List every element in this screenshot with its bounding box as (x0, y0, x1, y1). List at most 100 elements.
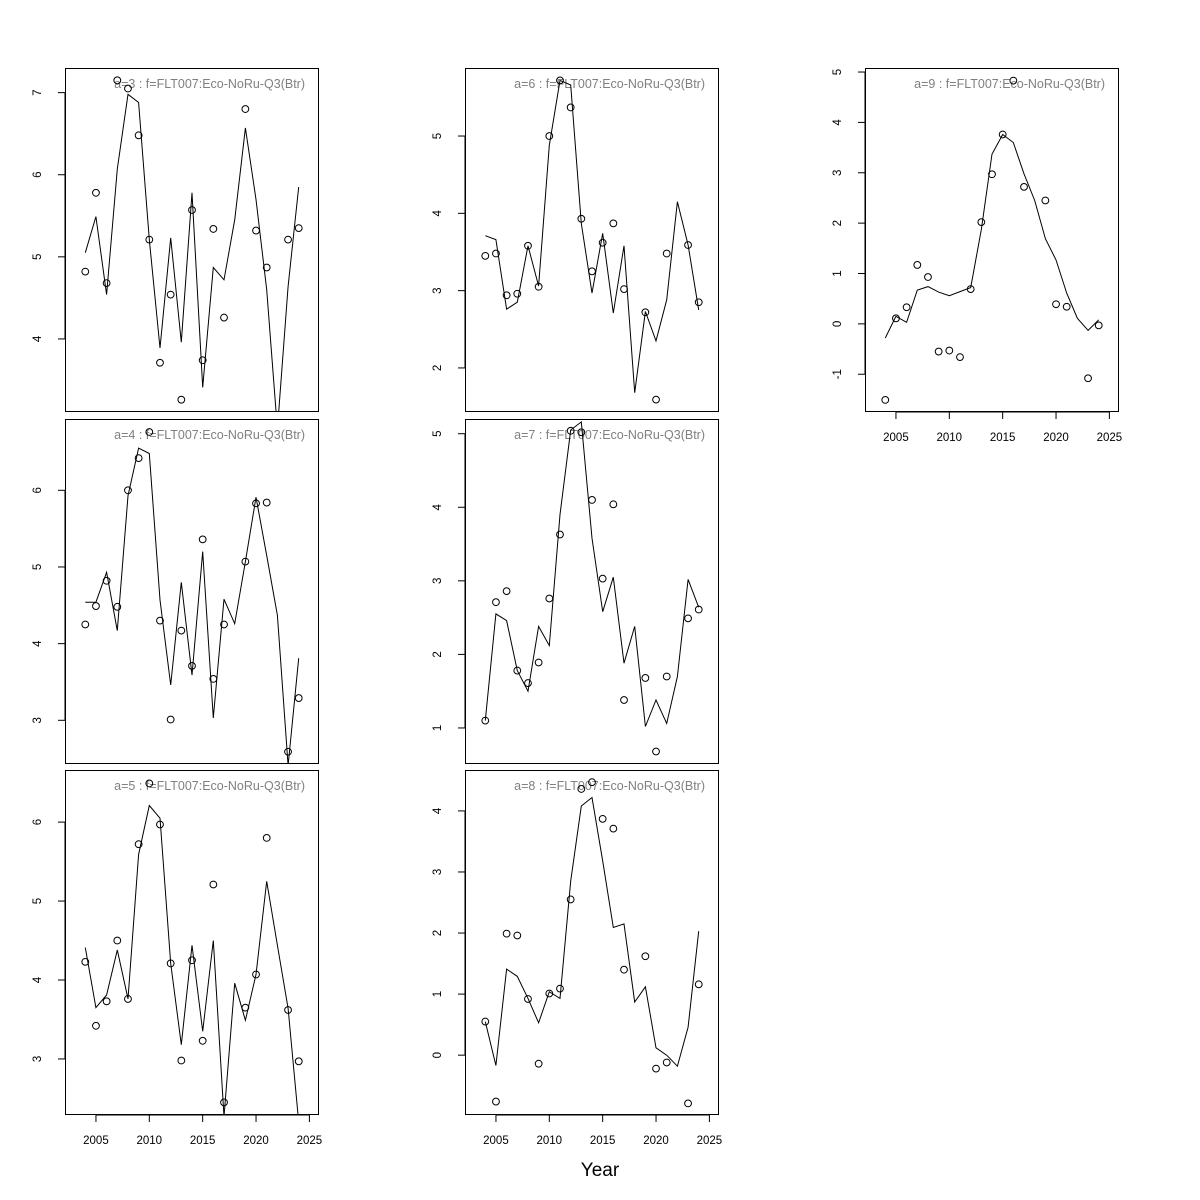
observed-point (177, 626, 186, 635)
observed-point (694, 298, 703, 307)
observed-point (262, 263, 271, 272)
panel: a=3 : f=FLT007:Eco-NoRu-Q3(Btr) 4 5 6 7 (32, 68, 319, 412)
x-tick-label: 2010 (937, 432, 963, 444)
y-tick-label: 1 (432, 725, 444, 731)
panel-title: a=8 : f=FLT007:Eco-NoRu-Q3(Btr) (514, 779, 705, 793)
panel: a=4 : f=FLT007:Eco-NoRu-Q3(Btr) 3 4 5 6 (32, 419, 319, 764)
plot-frame (65, 419, 319, 764)
observed-point (81, 620, 90, 629)
observed-point (641, 952, 650, 961)
observed-point (577, 428, 586, 437)
observed-point (252, 226, 260, 235)
plot-frame (465, 68, 719, 412)
observed-point (262, 833, 271, 842)
observed-point (913, 261, 922, 269)
observed-point (492, 598, 500, 607)
y-tick-label: 1 (832, 270, 844, 276)
observed-point (924, 273, 932, 281)
y-tick-label: 4 (32, 335, 44, 342)
observed-point (113, 602, 122, 611)
y-tick-label: 4 (832, 119, 844, 126)
panel: a=7 : f=FLT007:Eco-NoRu-Q3(Btr) 1 2 3 4 5 (432, 419, 719, 764)
y-tick-label: 6 (32, 172, 44, 178)
observed-point (513, 289, 522, 298)
observed-point (294, 1057, 303, 1066)
observed-point (609, 219, 618, 228)
observed-point (198, 535, 207, 544)
observed-point (577, 785, 586, 793)
plot-frame (65, 770, 319, 1115)
observed-point (977, 218, 986, 227)
observed-point (998, 130, 1007, 139)
x-tick-label: 2015 (990, 432, 1016, 444)
observed-point (134, 131, 143, 140)
plot-frame (465, 770, 719, 1115)
observed-point (220, 1098, 228, 1107)
observed-point (902, 303, 911, 312)
observed-point (156, 616, 164, 625)
observed-point (241, 557, 250, 566)
y-tick-label: 2 (432, 651, 444, 657)
observed-point (641, 674, 650, 682)
observed-point (188, 956, 196, 965)
observed-point (284, 235, 292, 244)
observed-point (124, 486, 132, 495)
plot-frame (865, 68, 1119, 412)
y-tick-label: 4 (432, 210, 444, 217)
observed-point (209, 225, 218, 233)
observed-point (134, 840, 143, 849)
fitted-line (85, 447, 300, 764)
y-tick-label: -1 (832, 369, 844, 379)
observed-point (481, 1017, 490, 1026)
observed-point (284, 747, 292, 756)
observed-point (652, 1064, 660, 1073)
observed-point (102, 997, 111, 1006)
observed-point (684, 614, 692, 623)
observed-point (502, 929, 511, 938)
fitted-line (484, 420, 700, 727)
observed-point (188, 661, 196, 670)
observed-point (620, 965, 628, 974)
x-tick-label: 2005 (883, 432, 909, 444)
y-tick-label: 4 (32, 640, 44, 647)
observed-point (1009, 76, 1018, 85)
fitted-line (84, 804, 299, 1115)
fitted-line (884, 133, 1100, 339)
observed-point (1094, 321, 1103, 330)
observed-point (694, 980, 703, 989)
observed-point (956, 353, 964, 362)
observed-point (294, 694, 303, 702)
y-tick-label: 7 (32, 89, 44, 95)
observed-point (92, 188, 100, 197)
observed-point (1020, 182, 1028, 191)
observed-point (198, 356, 207, 365)
observed-point (92, 1021, 100, 1030)
y-tick-label: 4 (432, 807, 444, 814)
observed-point (502, 587, 511, 596)
observed-point (481, 251, 490, 260)
observed-point (566, 103, 575, 112)
observed-point (641, 308, 650, 317)
x-tick-label: 2005 (83, 1135, 109, 1147)
x-tick-label: 2025 (297, 1135, 323, 1147)
observed-point (556, 76, 564, 85)
observed-point (662, 1058, 671, 1067)
observed-point (1062, 302, 1071, 311)
observed-point (609, 824, 618, 833)
x-tick-label: 2025 (697, 1135, 723, 1147)
observed-point (1084, 374, 1092, 383)
observed-point (598, 238, 607, 247)
observed-point (524, 995, 532, 1003)
plot-frame (65, 68, 319, 412)
y-tick-label: 2 (832, 220, 844, 226)
observed-point (566, 895, 575, 904)
x-tick-label: 2010 (137, 1135, 163, 1147)
y-tick-label: 4 (32, 976, 44, 983)
x-tick-label: 2025 (1097, 432, 1123, 444)
y-tick-label: 6 (32, 819, 44, 825)
panel-title: a=6 : f=FLT007:Eco-NoRu-Q3(Btr) (514, 77, 705, 91)
y-tick-label: 2 (432, 930, 444, 936)
observed-point (220, 620, 228, 629)
y-tick-label: 4 (432, 503, 444, 510)
x-tick-label: 2020 (243, 1135, 269, 1147)
